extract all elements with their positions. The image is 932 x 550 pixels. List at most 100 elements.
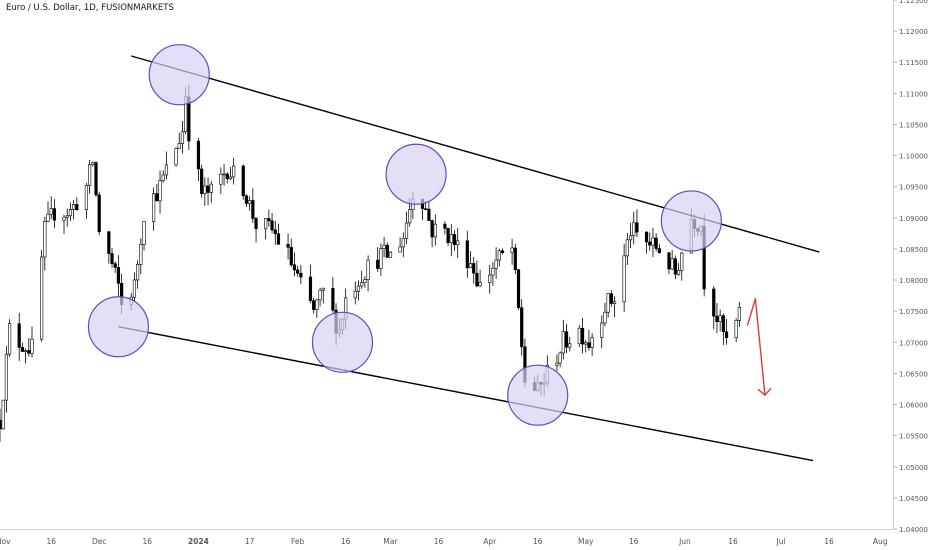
candle-body [558,352,562,364]
candle-body [468,263,473,269]
candle [676,263,681,276]
candle-body [680,252,684,271]
peak-circle-jun[interactable] [660,190,722,252]
candle-body [27,350,31,354]
candle-body [248,200,252,204]
candle [196,138,201,182]
chart-title: Euro / U.S. Dollar, 1D, FUSIONMARKETS [6,3,174,13]
candle [561,319,565,360]
candle-body [289,247,293,266]
projection-arrow[interactable] [746,298,772,397]
candle-body [180,131,185,144]
candle-body [232,165,236,178]
candle-body [606,293,610,313]
candle [84,182,89,219]
candle-body [475,272,479,287]
candle-body [376,259,380,269]
candle [264,218,268,240]
candle [110,248,114,268]
candle [497,248,501,267]
price-axis[interactable]: 1.04000 1.04500 1.05000 1.05500 1.06000 1.065… [893,0,928,534]
candle [1,399,5,430]
candle [494,247,498,279]
candle-body [718,315,722,322]
candle [430,219,434,248]
candle [286,233,290,260]
candle [225,172,229,184]
time-tick-label: 2024 [188,537,209,546]
candle-body [568,343,572,348]
candle [40,249,44,342]
candle-body [667,252,671,270]
candle [651,227,655,257]
candle-body [94,162,98,196]
price-tick-label: 1.10000 [899,153,928,161]
candle-body [555,362,559,366]
candle [91,161,95,167]
trough-circle-dec[interactable] [87,296,150,358]
trough-circle-feb[interactable] [311,311,374,373]
candle-body [737,307,741,321]
candle [606,293,610,318]
candle-body [46,213,50,222]
price-tick-label: 1.06500 [899,370,928,378]
candle [177,132,181,149]
candle [27,337,31,357]
candle-body [577,327,581,345]
time-tick-label: 16 [142,537,152,546]
candle [465,230,469,278]
candle [644,231,649,254]
candle [500,248,505,255]
candle [603,302,607,327]
price-tick-label: 1.07500 [899,308,928,316]
candle [113,261,117,273]
candle [609,290,613,307]
candle-body [321,287,325,291]
candle-body [75,204,79,211]
trough-circle-apr[interactable] [507,364,569,426]
peak-circle-mar[interactable] [385,143,447,205]
candle [17,312,21,361]
candle-body [721,315,725,332]
candle-body [379,248,383,269]
candle [273,221,277,245]
candle [468,251,473,269]
candle [353,281,357,305]
candle-body [443,223,447,229]
candle [510,238,514,265]
candle-body [116,267,121,284]
candle [446,227,450,246]
candle [132,272,137,302]
lower-channel-line[interactable] [118,326,814,462]
candle [43,216,47,271]
time-tick-label: 16 [46,537,56,546]
candle [622,244,626,312]
candle [180,120,185,154]
candle-body [0,419,2,430]
candle [376,247,380,272]
time-tick-label: Jul [775,537,785,546]
candle-body [292,264,297,271]
candle-body [488,274,492,283]
candle-body [449,234,453,244]
candle-body [264,218,268,230]
candle-body [446,228,450,244]
candle-body [734,320,738,338]
candle [680,251,684,281]
candle-body [177,143,181,149]
candle-body [433,223,437,238]
time-tick-label: Apr [483,537,497,546]
candle-body [520,307,524,348]
candle-body [68,209,73,217]
candle [315,298,319,318]
candle-body [286,243,290,248]
candle-body [388,251,393,258]
price-tick-label: 1.06000 [899,402,928,410]
peak-circle-dec[interactable] [148,44,210,106]
time-axis[interactable]: Nov 16 Dec 16 2024 17 Feb 16 Mar 16 Apr 16 May 16 Jun 1… [0,529,893,547]
candle-body [724,331,729,338]
candle [308,264,313,304]
candle-body [209,183,213,193]
time-tick-label: 16 [341,537,351,546]
candle [206,177,210,206]
